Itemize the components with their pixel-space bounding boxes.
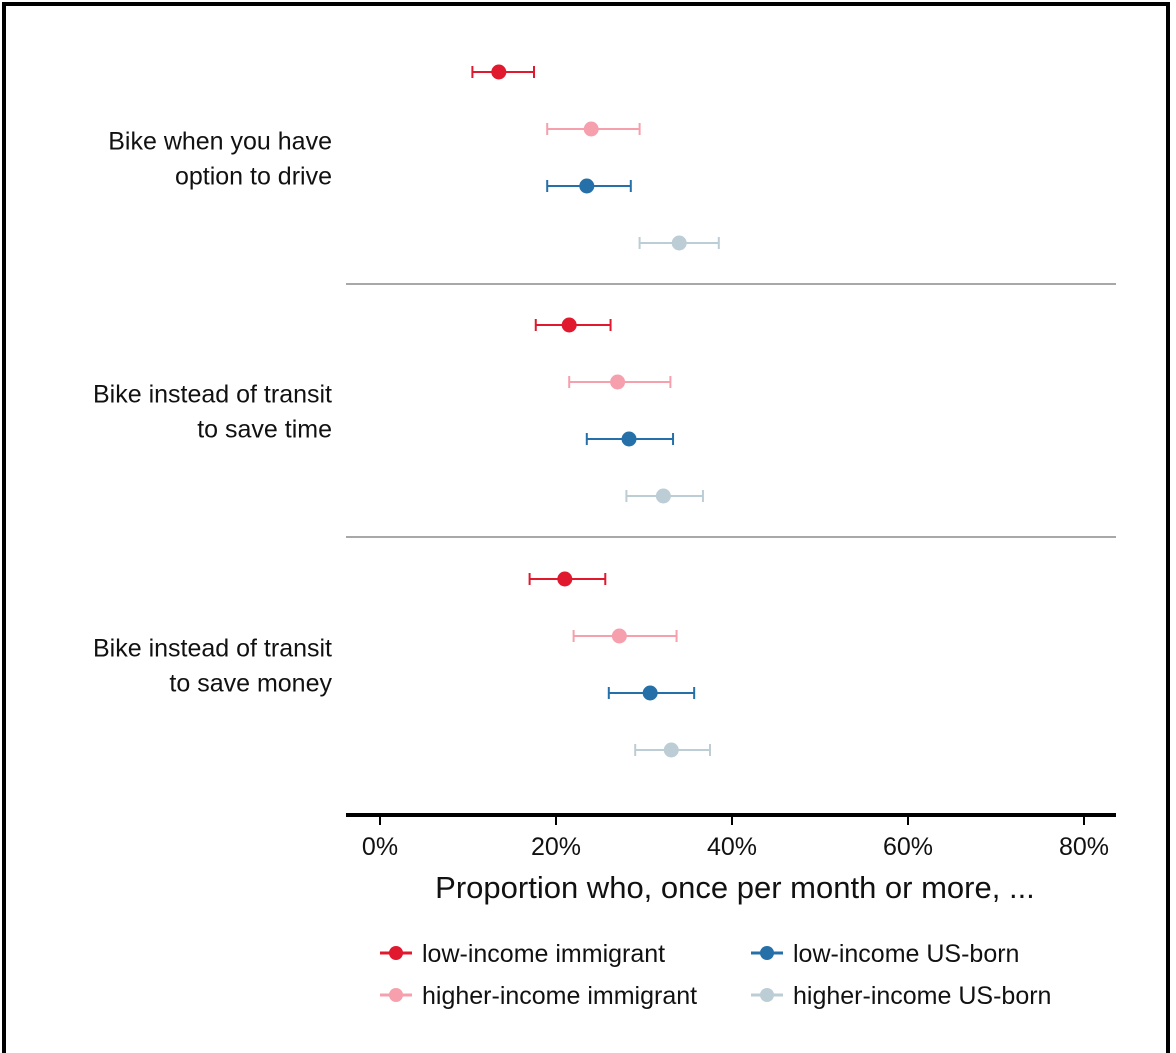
x-tick-label: 80% (1059, 833, 1109, 861)
legend-label: higher-income US-born (793, 982, 1051, 1010)
data-point (528, 571, 607, 587)
point-marker (671, 235, 687, 251)
legend: low-income immigrant low-income US-born hi… (380, 940, 1051, 1010)
legend-label: higher-income immigrant (422, 982, 697, 1010)
point-marker (611, 628, 627, 644)
category-label: to save money (169, 670, 332, 698)
data-point (546, 178, 632, 194)
point-marker (561, 317, 577, 333)
legend-item (751, 946, 783, 960)
data-point (638, 235, 720, 251)
point-marker (610, 374, 626, 390)
x-axis-label: Proportion who, once per month or more, … (435, 870, 1035, 905)
legend-label: low-income immigrant (422, 940, 665, 968)
data-point (471, 64, 535, 80)
data-point (572, 628, 678, 644)
category-label: Bike instead of transit (93, 381, 332, 409)
data-point (585, 431, 675, 447)
point-marker (579, 178, 595, 194)
data-point (634, 742, 711, 758)
x-tick-label: 60% (883, 833, 933, 861)
data-point (534, 317, 612, 333)
category-labels: Bike when you have option to drive Bike in… (93, 128, 333, 698)
category-label: Bike instead of transit (93, 635, 332, 663)
point-marker (642, 685, 658, 701)
data-point (607, 685, 696, 701)
x-tick-label: 0% (362, 833, 398, 861)
point-marker (557, 571, 573, 587)
legend-swatch-marker (389, 988, 403, 1002)
category-label: option to drive (175, 163, 332, 191)
point-marker (663, 742, 679, 758)
legend-label: low-income US-born (793, 940, 1019, 968)
data-point (568, 374, 672, 390)
point-marker (621, 431, 637, 447)
legend-item (751, 988, 783, 1002)
x-tick-label: 40% (707, 833, 757, 861)
category-label: Bike when you have (108, 128, 332, 156)
group-separators (346, 283, 1116, 538)
data-point (625, 488, 704, 504)
legend-item (380, 988, 412, 1002)
data-point (546, 121, 641, 137)
point-marker (491, 64, 507, 80)
chart-marks (471, 64, 720, 758)
category-label: to save time (197, 416, 332, 444)
point-marker (583, 121, 599, 137)
legend-swatch-marker (760, 946, 774, 960)
legend-swatch-marker (389, 946, 403, 960)
legend-item (380, 946, 412, 960)
x-tick-label: 20% (531, 833, 581, 861)
point-marker (655, 488, 671, 504)
legend-swatch-marker (760, 988, 774, 1002)
x-axis: 0% 20% 40% 60% 80% (346, 813, 1116, 861)
